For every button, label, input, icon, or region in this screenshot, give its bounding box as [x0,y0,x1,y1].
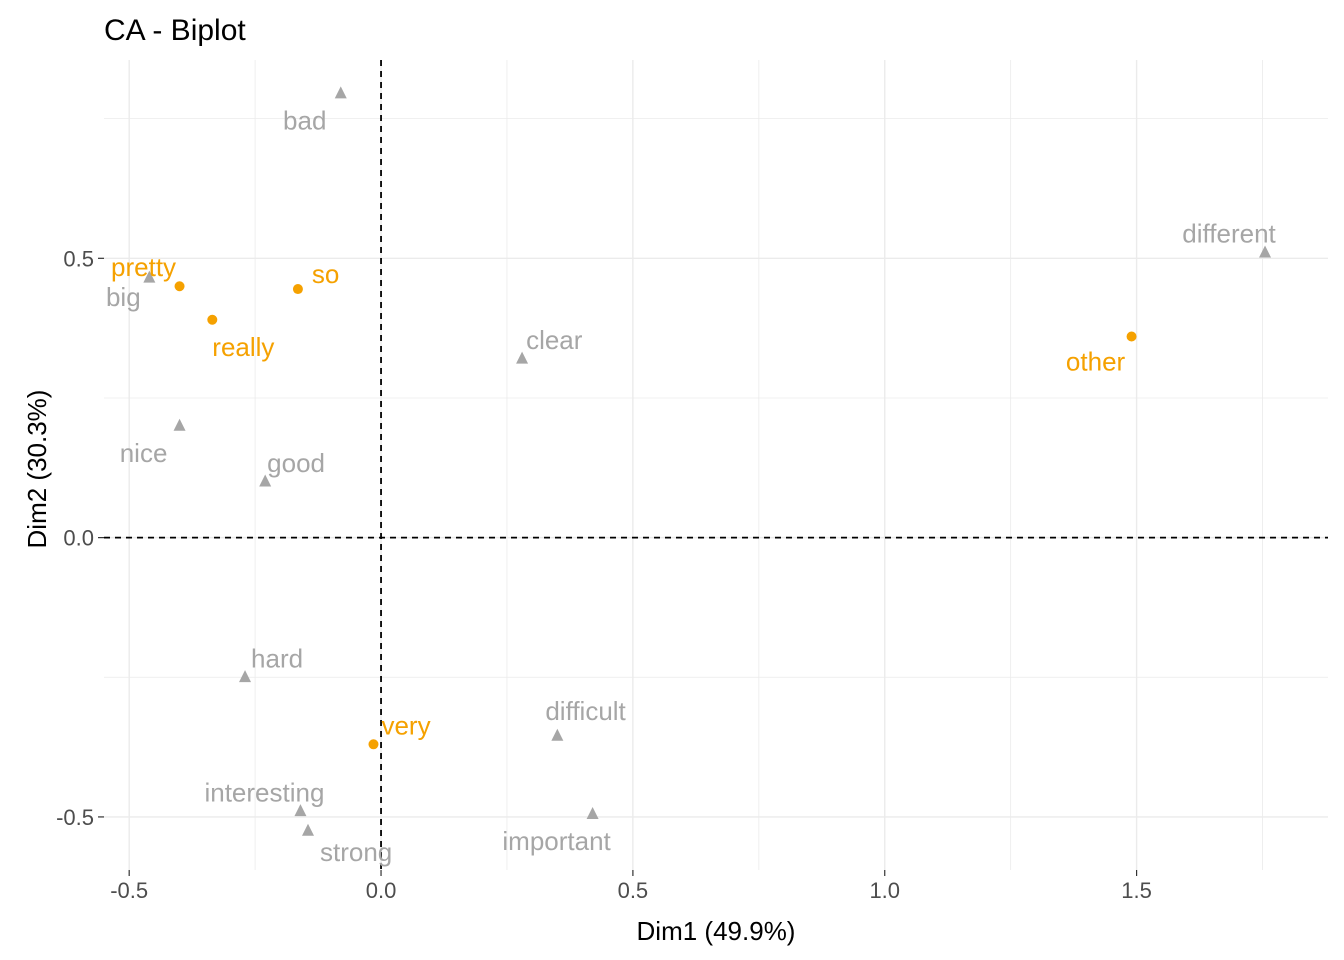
point-really [207,314,218,325]
label-hard: hard [251,643,303,673]
label-bad: bad [283,106,326,136]
axis-ticks: -0.5 0.0 0.5 1.0 1.5 -0.5 0.0 0.5 [56,246,1152,903]
label-so: so [312,259,339,289]
label-pretty: pretty [111,252,176,282]
label-very: very [381,710,430,740]
y-tick-label: 0.0 [63,526,94,551]
x-axis-title: Dim1 (49.9%) [637,916,796,946]
x-tick-label: 1.0 [869,878,900,903]
chart-title: CA - Biplot [104,14,246,47]
label-difficult: difficult [545,696,626,726]
label-nice: nice [120,438,168,468]
point-strong [302,823,314,836]
point-nice [173,418,186,431]
x-tick-label: -0.5 [110,878,148,903]
point-bad [334,86,347,99]
y-tick-label: -0.5 [56,805,94,830]
label-good: good [267,448,325,478]
x-tick-label: 1.5 [1121,878,1152,903]
x-tick-label: 0.5 [618,878,649,903]
point-pretty [174,281,185,292]
x-tick-label: 0.0 [366,878,397,903]
label-different: different [1182,219,1276,249]
point-very [368,739,379,750]
reference-lines [104,60,1328,870]
point-different [1259,245,1272,258]
label-other: other [1066,347,1126,377]
point-labels: pretty so really other very bad different big cl… [106,106,1277,867]
point-other [1126,331,1137,342]
point-big [143,270,156,283]
label-big: big [106,282,141,312]
point-important [586,806,599,819]
y-tick-label: 0.5 [63,246,94,271]
point-difficult [551,728,564,741]
label-interesting: interesting [204,777,324,807]
label-really: really [212,332,274,362]
grid-lines [104,60,1328,870]
label-clear: clear [526,325,583,355]
point-clear [516,351,529,364]
label-strong: strong [320,837,392,867]
point-hard [239,670,252,683]
point-so [292,284,303,295]
y-axis-title: Dim2 (30.3%) [22,390,52,549]
data-points [143,86,1272,836]
point-good [259,474,272,487]
label-important: important [502,826,611,856]
point-interesting [294,804,307,817]
